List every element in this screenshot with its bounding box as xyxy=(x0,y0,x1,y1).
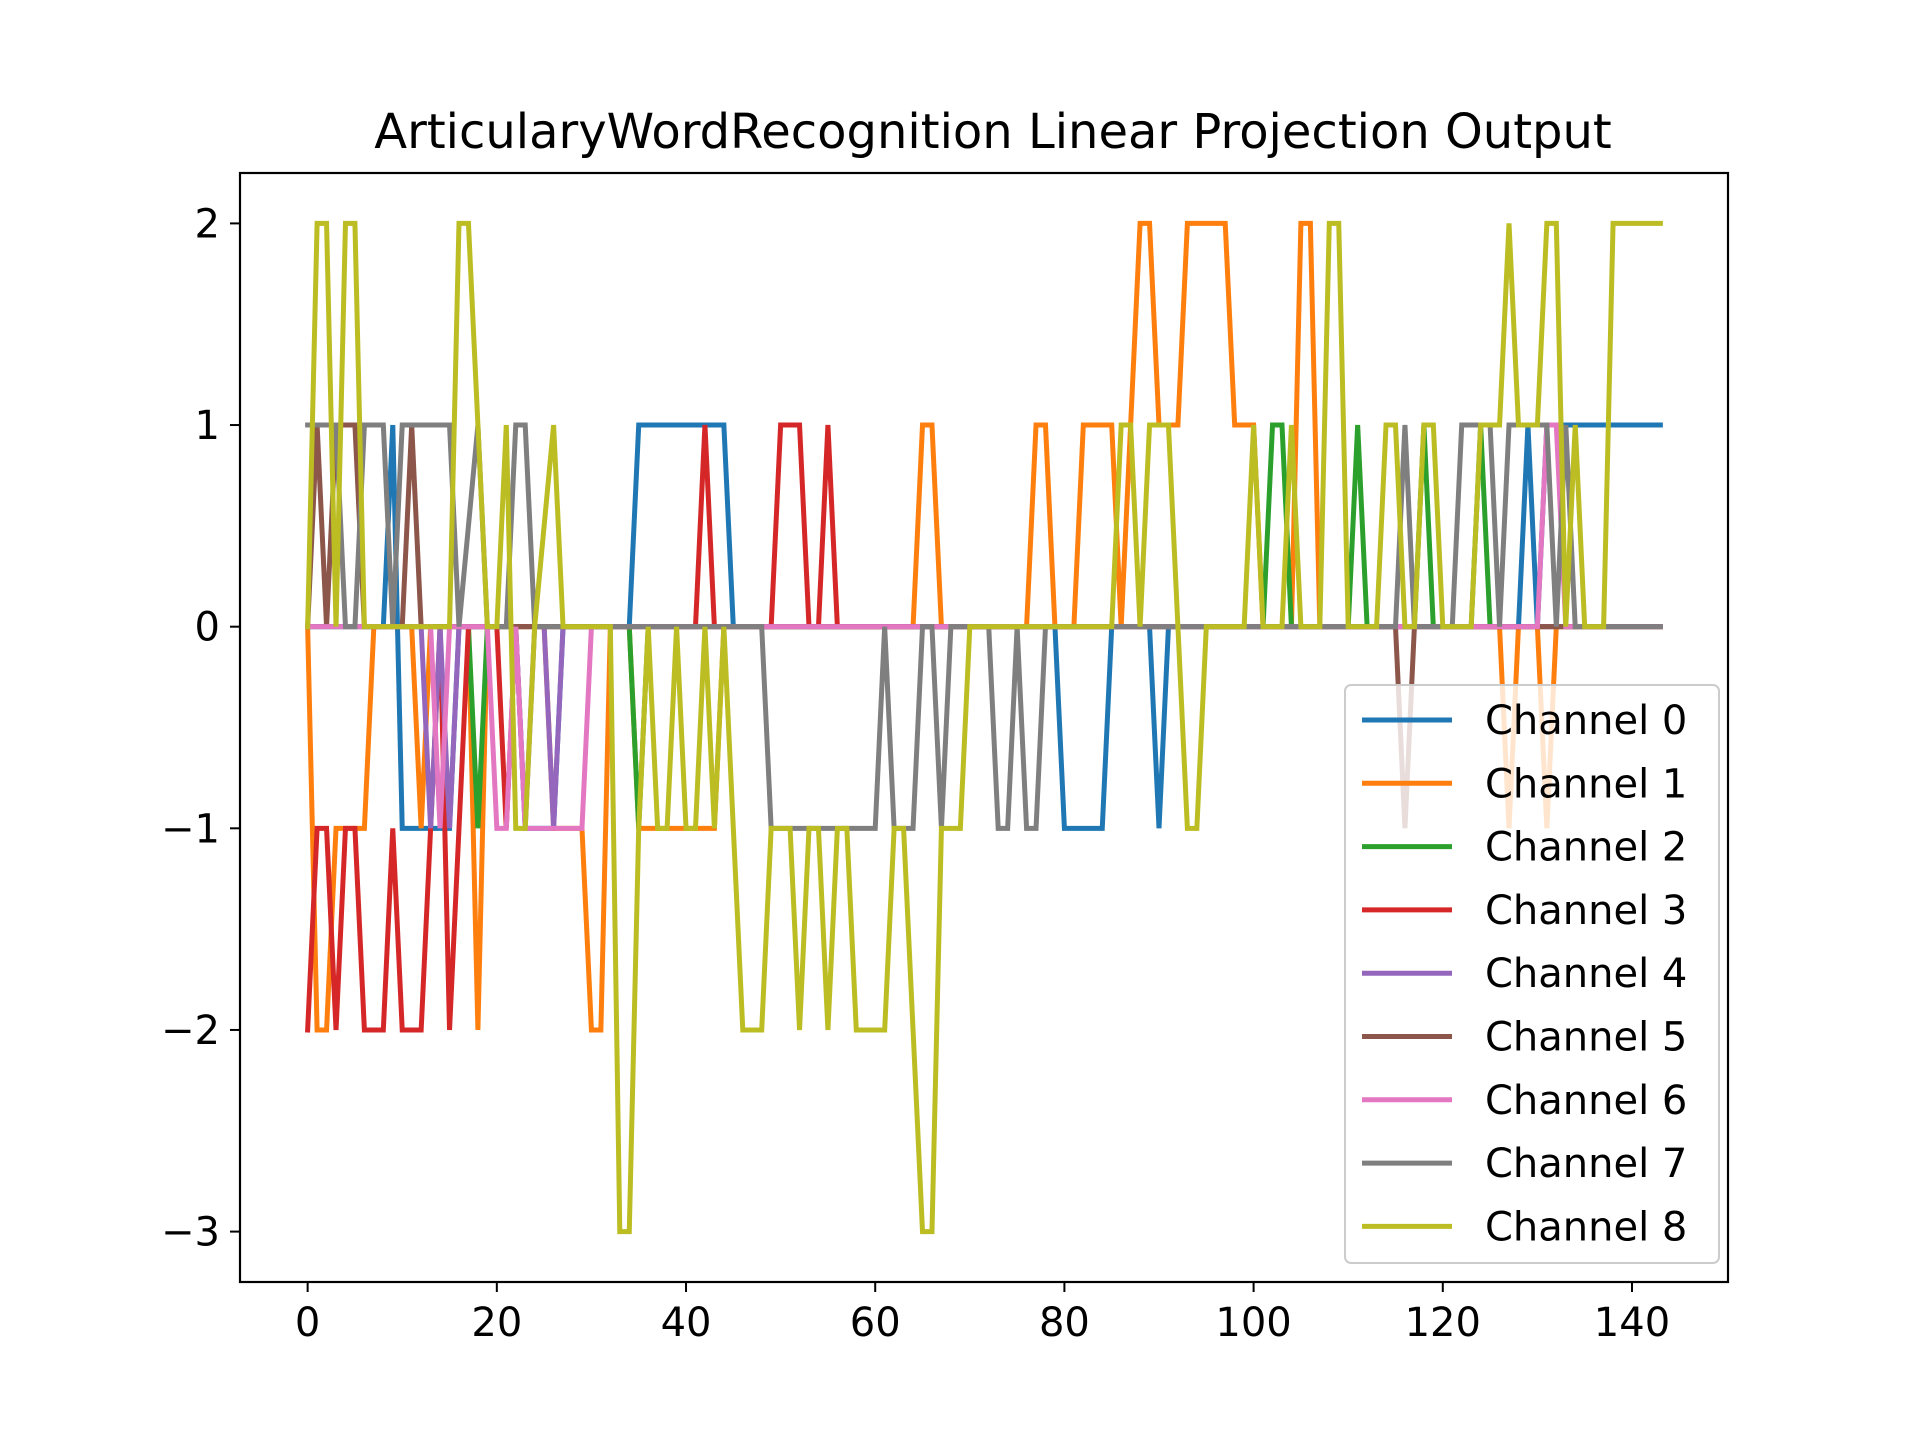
series-layer xyxy=(305,220,1663,1235)
x-tick-label: 20 xyxy=(471,1300,522,1346)
x-tick-label: 120 xyxy=(1405,1300,1481,1346)
x-tick-label: 100 xyxy=(1215,1300,1291,1346)
y-tick-label: −3 xyxy=(161,1210,220,1256)
y-tick-label: 2 xyxy=(195,201,220,247)
y-tick-label: 0 xyxy=(195,605,220,651)
y-tick-label: −2 xyxy=(161,1008,220,1054)
legend-label-channel-1: Channel 1 xyxy=(1485,761,1687,807)
legend-label-channel-0: Channel 0 xyxy=(1485,698,1687,744)
plot-frame xyxy=(238,171,1730,1284)
legend: Channel 0 Channel 1 Channel 2 Channel 3 Chan… xyxy=(1344,684,1720,1264)
x-axis: 0 20 40 60 80 100 120 140 xyxy=(295,1282,1670,1346)
x-tick-label: 140 xyxy=(1594,1300,1670,1346)
x-tick-label: 40 xyxy=(661,1300,712,1346)
legend-box xyxy=(1344,684,1720,1264)
legend-label-channel-7: Channel 7 xyxy=(1485,1141,1687,1187)
series-line-channel-7 xyxy=(305,422,1663,831)
y-tick-label: 1 xyxy=(195,403,220,449)
series-line-channel-8 xyxy=(305,220,1663,1235)
y-axis: 2 1 0 −1 −2 −3 xyxy=(161,201,240,1256)
x-tick-label: 0 xyxy=(295,1300,320,1346)
legend-label-channel-5: Channel 5 xyxy=(1485,1015,1687,1061)
x-tick-label: 60 xyxy=(850,1300,901,1346)
legend-label-channel-4: Channel 4 xyxy=(1485,951,1687,997)
legend-label-channel-2: Channel 2 xyxy=(1485,825,1687,871)
legend-label-channel-8: Channel 8 xyxy=(1485,1204,1687,1250)
series-line-channel-6 xyxy=(305,422,1663,831)
legend-label-channel-6: Channel 6 xyxy=(1485,1078,1687,1124)
chart-title: ArticularyWordRecognition Linear Project… xyxy=(374,104,1612,160)
x-tick-label: 80 xyxy=(1039,1300,1090,1346)
y-tick-label: −1 xyxy=(161,806,220,852)
legend-label-channel-3: Channel 3 xyxy=(1485,888,1687,934)
